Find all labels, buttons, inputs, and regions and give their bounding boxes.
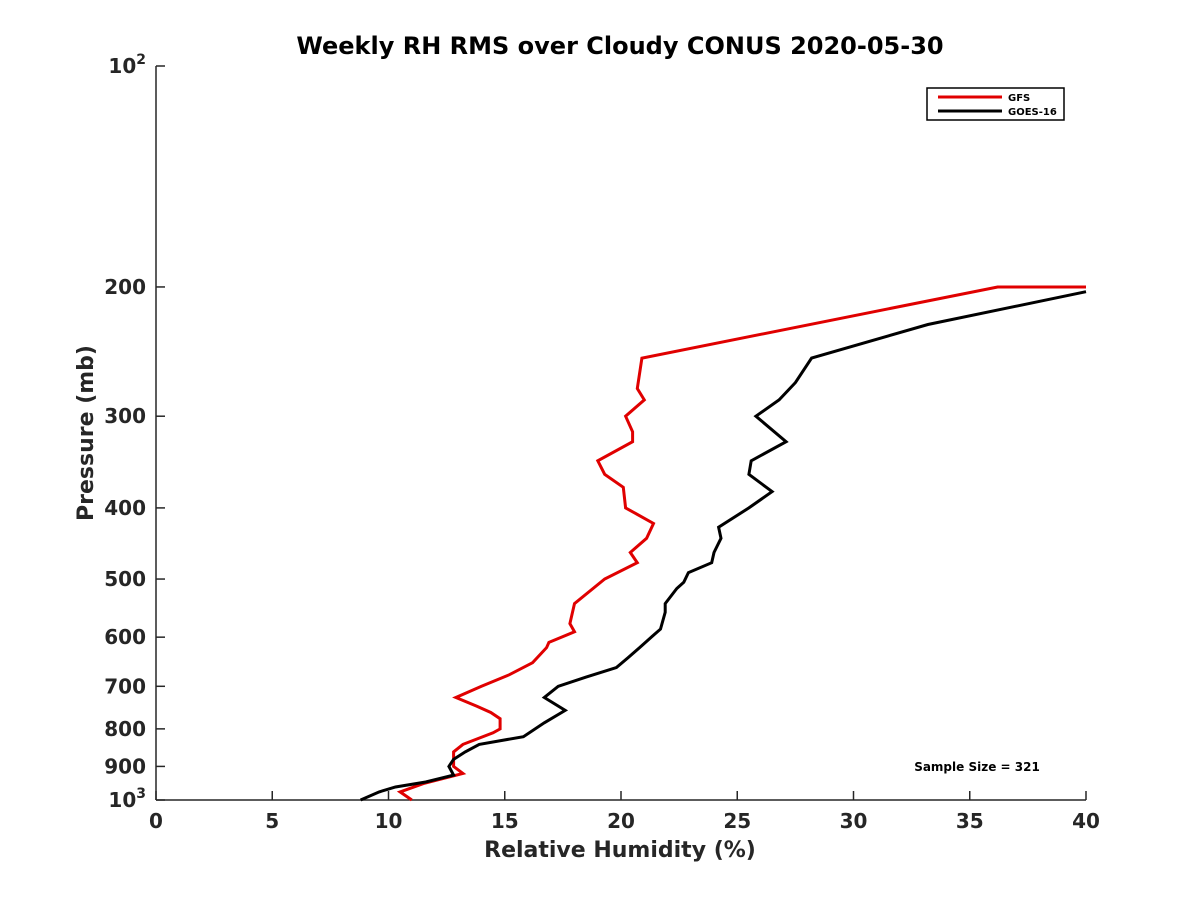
x-tick-label: 15 bbox=[491, 809, 519, 833]
x-axis: 0 5 10 15 20 25 30 35 40 bbox=[149, 791, 1100, 833]
y-tick-label: 102 bbox=[108, 52, 146, 78]
legend: GFS GOES-16 bbox=[926, 87, 1065, 121]
x-tick-label: 35 bbox=[956, 809, 984, 833]
y-tick-label: 500 bbox=[104, 567, 146, 591]
y-tick-label: 700 bbox=[104, 674, 146, 698]
y-tick-label: 400 bbox=[104, 496, 146, 520]
legend-label: GOES-16 bbox=[1008, 107, 1057, 118]
x-tick-label: 0 bbox=[149, 809, 163, 833]
y-tick-label: 103 bbox=[108, 786, 146, 812]
x-tick-label: 10 bbox=[375, 809, 403, 833]
series-line-goes-16 bbox=[360, 290, 1087, 802]
y-tick-label: 900 bbox=[104, 754, 146, 778]
y-tick-label: 300 bbox=[104, 404, 146, 428]
x-axis-label: Relative Humidity (%) bbox=[484, 838, 756, 863]
x-tick-label: 30 bbox=[840, 809, 868, 833]
legend-box bbox=[926, 87, 1065, 121]
series-line-gfs bbox=[396, 285, 1086, 802]
x-tick-label: 20 bbox=[607, 809, 635, 833]
legend-label: GFS bbox=[1008, 93, 1030, 104]
series-group bbox=[360, 285, 1087, 802]
y-tick-label: 800 bbox=[104, 717, 146, 741]
sample-size-annotation: Sample Size = 321 bbox=[914, 760, 1040, 774]
y-tick-label: 600 bbox=[104, 625, 146, 649]
y-tick-label: 200 bbox=[104, 275, 146, 299]
x-tick-label: 25 bbox=[723, 809, 751, 833]
x-tick-label: 5 bbox=[265, 809, 279, 833]
plot-area bbox=[155, 66, 1086, 801]
y-axis-label: Pressure (mb) bbox=[74, 345, 99, 521]
x-tick-label: 40 bbox=[1072, 809, 1100, 833]
y-axis: 102 200 300 400 500 600 700 800 900 103 bbox=[104, 52, 165, 812]
chart-title: Weekly RH RMS over Cloudy CONUS 2020-05-… bbox=[296, 32, 943, 60]
